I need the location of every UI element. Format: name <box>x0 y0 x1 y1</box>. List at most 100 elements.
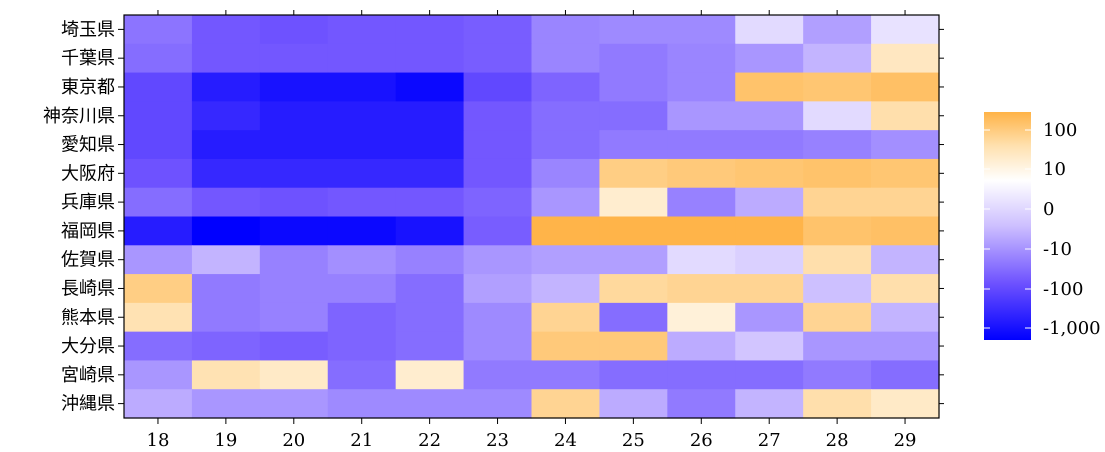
heatmap-cell-愛知県-29 <box>871 130 940 160</box>
heatmap-cell-大分県-27 <box>735 331 804 362</box>
heatmap-cell-愛知県-23 <box>463 130 533 160</box>
y-tick-label: 愛知県 <box>61 135 115 156</box>
heatmap-cell-愛知県-24 <box>531 130 601 160</box>
heatmap-cell-大阪府-29 <box>871 158 940 189</box>
heatmap-cell-沖縄県-23 <box>463 389 533 419</box>
y-tick-label: 千葉県 <box>61 48 115 69</box>
heatmap-cell-東京都-26 <box>667 72 736 102</box>
heatmap-cell-沖縄県-26 <box>667 389 736 419</box>
heatmap-cell-兵庫県-26 <box>667 187 736 218</box>
heatmap-cell-神奈川県-23 <box>463 101 533 131</box>
heatmap-cell-佐賀県-19 <box>191 245 261 275</box>
heatmap-cell-福岡県-20 <box>259 216 329 246</box>
heatmap-cell-福岡県-21 <box>327 216 397 246</box>
heatmap-cell-埼玉県-25 <box>599 15 668 45</box>
heatmap-cell-大阪府-24 <box>531 158 601 189</box>
heatmap-cell-埼玉県-22 <box>395 15 465 45</box>
heatmap-cell-大阪府-20 <box>259 158 329 189</box>
heatmap-cell-宮崎県-29 <box>871 360 940 390</box>
heatmap-cell-佐賀県-23 <box>463 245 533 275</box>
heatmap-cell-長崎県-24 <box>531 274 601 304</box>
heatmap-cell-長崎県-29 <box>871 274 940 304</box>
heatmap-cell-宮崎県-28 <box>803 360 872 390</box>
heatmap-cell-沖縄県-21 <box>327 389 397 419</box>
heatmap-cell-熊本県-23 <box>463 302 533 333</box>
heatmap-cell-福岡県-24 <box>531 216 601 246</box>
heatmap-cell-兵庫県-27 <box>735 187 804 218</box>
heatmap-cell-埼玉県-23 <box>463 15 533 45</box>
heatmap-cell-熊本県-25 <box>599 302 668 333</box>
heatmap-cell-大分県-22 <box>395 331 465 362</box>
y-tick-label: 沖縄県 <box>61 394 115 415</box>
heatmap-cell-千葉県-18 <box>124 43 193 74</box>
heatmap-cell-愛知県-28 <box>803 130 872 160</box>
heatmap-cell-熊本県-27 <box>735 302 804 333</box>
heatmap-cell-熊本県-22 <box>395 302 465 333</box>
heatmap-cell-大分県-23 <box>463 331 533 362</box>
heatmap-cell-大分県-24 <box>531 331 601 362</box>
heatmap-cell-兵庫県-18 <box>124 187 193 218</box>
y-tick-label: 東京都 <box>61 77 115 98</box>
heatmap-cell-愛知県-25 <box>599 130 668 160</box>
heatmap-cell-大阪府-26 <box>667 158 736 189</box>
heatmap-cell-福岡県-18 <box>124 216 193 246</box>
heatmap-cell-埼玉県-26 <box>667 15 736 45</box>
heatmap-cell-東京都-21 <box>327 72 397 102</box>
x-tick-label: 25 <box>622 430 645 451</box>
heatmap-cell-福岡県-26 <box>667 216 736 246</box>
heatmap-cell-東京都-20 <box>259 72 329 102</box>
heatmap-cell-佐賀県-20 <box>259 245 329 275</box>
heatmap-cell-大分県-18 <box>124 331 193 362</box>
colorbar-tick-label: -100 <box>1043 279 1083 300</box>
heatmap-cell-大阪府-25 <box>599 158 668 189</box>
heatmap-cell-長崎県-22 <box>395 274 465 304</box>
heatmap-cell-神奈川県-20 <box>259 101 329 131</box>
heatmap-cell-埼玉県-29 <box>871 15 940 45</box>
heatmap-cell-佐賀県-29 <box>871 245 940 275</box>
heatmap-cell-大分県-28 <box>803 331 872 362</box>
heatmap-cell-大分県-21 <box>327 331 397 362</box>
colorbar-tick-label: 0 <box>1043 199 1054 220</box>
y-tick-label: 大阪府 <box>61 163 115 184</box>
y-tick-label: 埼玉県 <box>61 19 115 40</box>
heatmap-cell-佐賀県-28 <box>803 245 872 275</box>
heatmap-cell-佐賀県-18 <box>124 245 193 275</box>
heatmap-cell-大阪府-21 <box>327 158 397 189</box>
x-axis-ticks: 18 19 20 21 22 23 24 25 26 27 28 29 <box>147 10 917 451</box>
heatmap-cell-宮崎県-26 <box>667 360 736 390</box>
plot-frame <box>123 14 940 419</box>
heatmap-cell-千葉県-27 <box>735 43 804 74</box>
heatmap-cell-愛知県-22 <box>395 130 465 160</box>
x-tick-label: 20 <box>282 430 305 451</box>
heatmap-cell-愛知県-18 <box>124 130 193 160</box>
heatmap-cell-大分県-29 <box>871 331 940 362</box>
colorbar-tick-label: 10 <box>1043 159 1066 180</box>
y-tick-label: 佐賀県 <box>61 250 115 271</box>
heatmap-cell-千葉県-28 <box>803 43 872 74</box>
heatmap-cell-沖縄県-29 <box>871 389 940 419</box>
heatmap-cell-神奈川県-27 <box>735 101 804 131</box>
heatmap-cell-埼玉県-24 <box>531 15 601 45</box>
x-tick-label: 24 <box>554 430 577 451</box>
x-tick-label: 29 <box>894 430 917 451</box>
heatmap-cell-神奈川県-26 <box>667 101 736 131</box>
heatmap-cell-千葉県-23 <box>463 43 533 74</box>
heatmap-cell-長崎県-25 <box>599 274 668 304</box>
heatmap-cell-千葉県-19 <box>191 43 261 74</box>
heatmap-cell-佐賀県-25 <box>599 245 668 275</box>
heatmap-cell-東京都-19 <box>191 72 261 102</box>
heatmap-cell-熊本県-18 <box>124 302 193 333</box>
heatmap-cell-宮崎県-20 <box>259 360 329 390</box>
heatmap-cell-埼玉県-18 <box>124 15 193 45</box>
heatmap-cell-兵庫県-23 <box>463 187 533 218</box>
x-tick-label: 26 <box>690 430 713 451</box>
heatmap-cell-愛知県-21 <box>327 130 397 160</box>
y-tick-label: 熊本県 <box>61 307 115 328</box>
heatmap-cell-神奈川県-22 <box>395 101 465 131</box>
heatmap-cell-沖縄県-27 <box>735 389 804 419</box>
heatmap-cell-福岡県-28 <box>803 216 872 246</box>
heatmap-cell-大阪府-22 <box>395 158 465 189</box>
colorbar-tick-label: -1,000 <box>1043 318 1101 339</box>
heatmap-cell-福岡県-29 <box>871 216 940 246</box>
